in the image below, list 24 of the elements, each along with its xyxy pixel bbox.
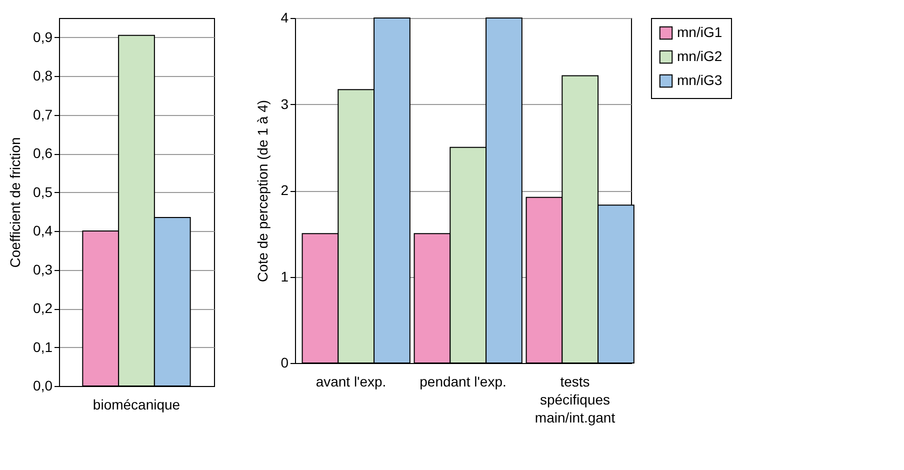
y-tick-label: 0,4 (33, 222, 53, 239)
y-tick-label: 4 (280, 10, 289, 26)
y-tick-label: 0,9 (33, 28, 53, 45)
y-tick-label: 0 (280, 354, 289, 370)
y-tick-label: 0,0 (33, 378, 53, 394)
x-tick-label: pendant l'exp. (420, 374, 506, 390)
y-tick-label: 1 (280, 268, 289, 284)
y-tick-label: 0,7 (33, 106, 53, 122)
y-tick-label: 2 (280, 182, 289, 198)
y-tick-label: 0,5 (33, 184, 53, 200)
y-tick-label: 0,3 (33, 261, 53, 278)
y-axis-title: Coefficient de friction (7, 137, 24, 268)
legend-label: mn/iG2 (677, 48, 722, 64)
y-tick-label: 0,1 (33, 338, 53, 355)
y-tick-label: 3 (280, 96, 289, 112)
x-tick-label: tests spécifiques main/int.gant (534, 374, 616, 426)
y-axis-title: Cote de perception (de 1 à 4) (254, 100, 271, 282)
y-tick-label: 0,8 (33, 68, 53, 84)
legend-label: mn/iG1 (677, 24, 722, 40)
x-tick-label: avant l'exp. (316, 374, 386, 390)
x-tick-label: biomécanique (92, 396, 180, 412)
legend-label: mn/iG3 (677, 72, 722, 88)
y-tick-label: 0,6 (33, 145, 53, 162)
y-tick-label: 0,2 (33, 300, 53, 316)
